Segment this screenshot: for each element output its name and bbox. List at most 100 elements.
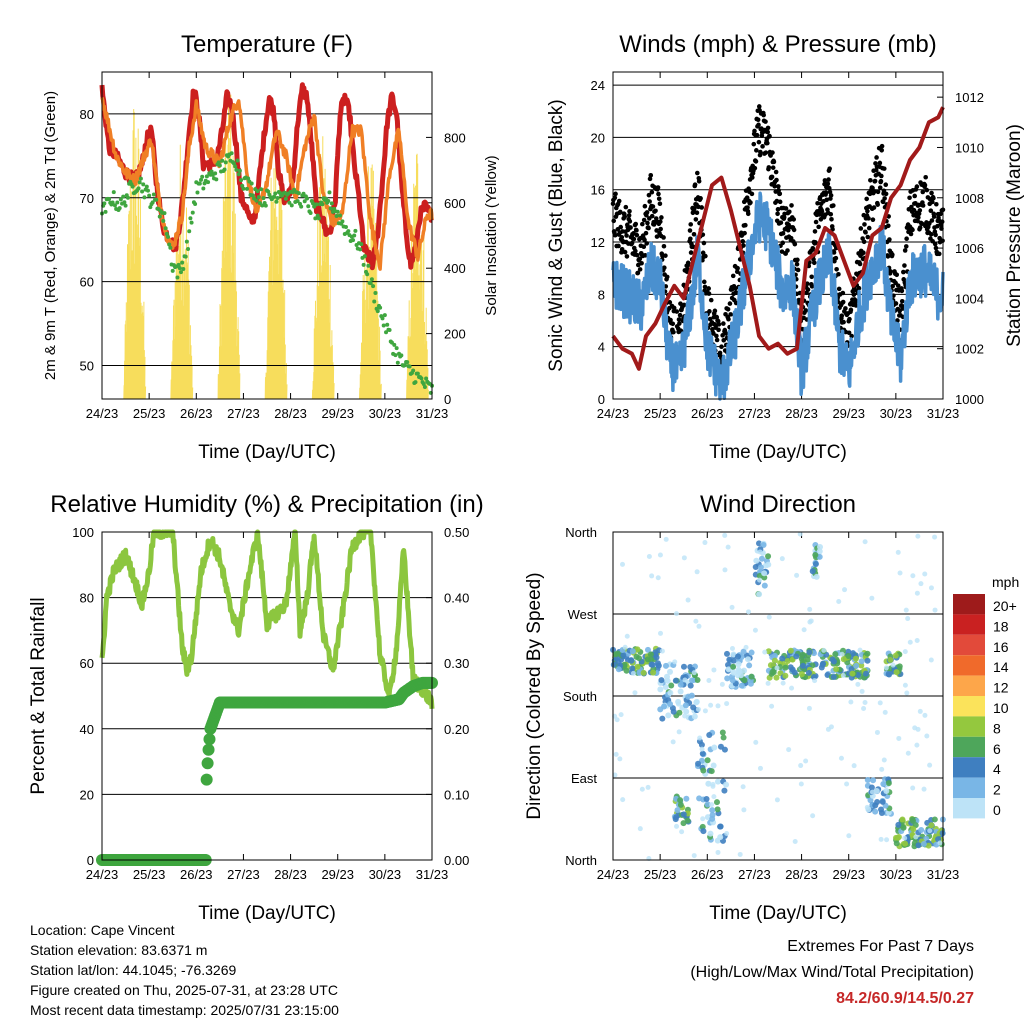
direction-point [771, 657, 778, 664]
y-axis-label: Percent & Total Rainfall [28, 597, 49, 794]
dewpoint-point [125, 195, 130, 200]
gust-point [816, 224, 821, 230]
direction-point [813, 573, 820, 580]
y-tick-label: 20 [591, 130, 605, 145]
gust-point [920, 203, 926, 208]
direction-point [809, 568, 816, 575]
direction-point [791, 669, 798, 676]
gust-point [714, 337, 720, 343]
direction-point-light [659, 648, 665, 654]
direction-point [648, 656, 655, 663]
gust-point [656, 196, 662, 202]
gust-point [751, 141, 757, 147]
gust-point [866, 216, 871, 221]
y-tick-label: 0 [87, 853, 94, 868]
extremes-subtitle: (High/Low/Max Wind/Total Precipitation) [690, 964, 974, 981]
dewpoint-point [193, 201, 198, 206]
direction-point-light [810, 813, 816, 819]
y2-tick-label: 1008 [955, 191, 984, 206]
direction-point-light [685, 597, 691, 603]
gust-point [890, 283, 896, 289]
direction-point-light [670, 739, 676, 745]
gust-point [895, 318, 900, 323]
direction-point [757, 564, 764, 571]
y-tick-label: 40 [80, 722, 94, 737]
direction-point [806, 649, 813, 656]
direction-point-light [857, 647, 863, 653]
gust-point [627, 208, 632, 214]
y-tick-label: 4 [598, 340, 605, 355]
direction-point [707, 830, 714, 837]
dewpoint-point [261, 196, 266, 201]
gust-point [698, 196, 703, 201]
y2-tick-label: 600 [444, 196, 466, 211]
dewpoint-point [313, 216, 318, 221]
gust-point [922, 182, 928, 188]
direction-point [864, 650, 871, 657]
gust-point [692, 182, 698, 187]
direction-point [893, 669, 900, 676]
gust-point [881, 166, 887, 171]
direction-point-light [862, 539, 868, 545]
dewpoint-point [362, 254, 367, 259]
direction-point-light [882, 709, 888, 715]
gust-point [933, 245, 939, 251]
direction-point [805, 669, 812, 676]
gust-point [635, 270, 641, 276]
y2-tick-label: 1012 [955, 90, 984, 105]
gust-point [877, 160, 883, 166]
gust-point [902, 248, 908, 253]
gust-point [720, 333, 725, 338]
direction-point [793, 653, 800, 660]
direction-point [662, 662, 669, 669]
legend-swatch [953, 716, 985, 737]
created-text: Figure created on Thu, 2025-07-31, at 23… [30, 982, 338, 998]
dewpoint-point [241, 186, 246, 191]
direction-point [765, 553, 772, 560]
gust-point [783, 206, 789, 211]
dewpoint-point [161, 218, 166, 223]
direction-point-light [774, 665, 780, 671]
direction-point [717, 743, 724, 750]
gust-point [778, 220, 784, 225]
direction-point [885, 780, 892, 787]
dewpoint-point [292, 187, 297, 192]
dewpoint-point [380, 316, 385, 321]
dewpoint-point [289, 203, 294, 208]
dewpoint-point [223, 160, 228, 165]
gust-point [674, 309, 680, 314]
gust-point [760, 144, 765, 149]
dewpoint-point [260, 203, 265, 208]
direction-point [717, 823, 724, 830]
dewpoint-point [122, 200, 127, 205]
direction-point [682, 702, 689, 709]
direction-point [687, 682, 694, 689]
gust-point [745, 205, 750, 210]
gust-point [770, 165, 776, 170]
dewpoint-point [327, 190, 332, 195]
direction-point [644, 646, 651, 653]
precip-point [201, 757, 214, 770]
gust-point [858, 226, 864, 231]
direction-point-light [915, 726, 921, 732]
legend-label: 14 [993, 659, 1009, 675]
direction-point-light [780, 680, 786, 686]
direction-point [765, 648, 772, 655]
panel-title: Temperature (F) [181, 31, 353, 58]
direction-point [677, 801, 684, 808]
direction-point-light [694, 569, 700, 575]
dewpoint-point [351, 238, 356, 243]
x-tick-label: 27/23 [738, 867, 771, 882]
gust-point [868, 177, 873, 183]
x-tick-label: 29/23 [321, 406, 354, 421]
dewpoint-point [229, 151, 234, 156]
direction-point [695, 760, 702, 767]
gust-point [664, 274, 670, 280]
dewpoint-point [187, 229, 192, 234]
direction-point [773, 674, 780, 681]
direction-point-light [618, 712, 624, 718]
gust-point [931, 214, 937, 219]
direction-point [698, 741, 705, 748]
gust-point [809, 284, 815, 289]
dewpoint-point [107, 197, 112, 202]
